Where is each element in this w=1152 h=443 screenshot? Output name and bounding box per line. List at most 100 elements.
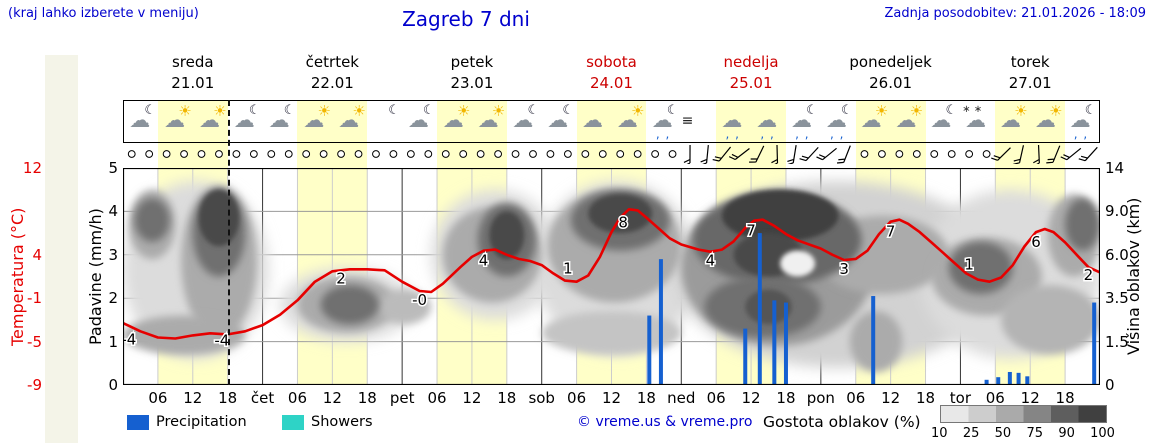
- cloud-density-legend-label: Gostota oblakov (%): [763, 413, 921, 431]
- moon-glyph: ☾: [423, 103, 435, 118]
- wind-calm-icon: [930, 150, 939, 158]
- cloud-glyph: ☁: [512, 108, 534, 132]
- x-axis-tick: 18: [218, 389, 238, 407]
- moon-glyph: ☾: [840, 103, 853, 118]
- cloud-glyph: ☁: [965, 108, 987, 132]
- cloud-axis-tick: 14: [1105, 159, 1125, 177]
- density-scale-tick: 100: [1090, 426, 1115, 441]
- weather-icon-cloud-sun: ☀ ☁: [612, 101, 647, 142]
- sun-glyph: ☀: [491, 102, 506, 120]
- page-title: Zagreb 7 dni: [402, 7, 530, 31]
- weather-icon-cloud-moon: ☾ ☁: [925, 101, 960, 142]
- cloud-axis-tick: 3.5: [1105, 289, 1129, 308]
- weather-icon-cloud-moon-rain: ☾ ☁, ,: [646, 101, 681, 142]
- x-axis-tick: 06: [427, 389, 447, 407]
- wind-calm-icon: [546, 150, 555, 158]
- wind-barb-icon: [1012, 145, 1025, 164]
- temperature-value-label: 7: [886, 223, 896, 241]
- cloud-glyph: ☁: [408, 108, 430, 132]
- moon-glyph: ☾: [666, 103, 679, 118]
- x-axis-tick: 18: [776, 389, 796, 407]
- sun-glyph: ☀: [317, 102, 331, 120]
- weather-icon-cloud-sun: ☀ ☁: [995, 101, 1030, 142]
- temperature-axis-title: Temperatura (°C): [8, 207, 27, 346]
- cloud-glyph: ☁: [1000, 108, 1022, 132]
- weather-icon-cloud-moon: ☾ ☁: [403, 101, 438, 142]
- cloud-glyph: ☁: [233, 108, 255, 132]
- moon-glyph: ☾: [527, 103, 540, 118]
- showers-legend-label: Showers: [311, 414, 373, 430]
- weather-icon-cloud-moon-rain: ☾ ☁, ,: [821, 101, 856, 142]
- rain-glyph: , ,: [829, 127, 845, 141]
- moon-glyph: ☾: [388, 103, 400, 118]
- temperature-value-label: 2: [1084, 266, 1094, 284]
- x-axis-tick: 18: [497, 389, 517, 407]
- precipitation-axis-title: Padavine (mm/h): [86, 208, 105, 345]
- day-date: 26.01: [869, 74, 913, 92]
- wind-symbol-row: [127, 144, 1098, 164]
- cloud-glyph: ☁: [756, 108, 778, 132]
- weather-icon-cloud-sun: ☀ ☁: [1030, 101, 1065, 142]
- cloud-glyph: ☁: [582, 108, 604, 132]
- wind-calm-icon: [267, 150, 276, 158]
- cloud-axis-tick: 0: [1105, 376, 1115, 394]
- density-scale-tick: 90: [1058, 426, 1075, 441]
- last-update-text: Zadnja posodobitev: 21.01.2026 - 18:09: [884, 6, 1146, 21]
- x-axis-tick: 12: [183, 389, 203, 407]
- rain-glyph: , ,: [795, 127, 810, 141]
- wind-calm-icon: [965, 150, 974, 158]
- x-axis-day-label: ned: [667, 389, 696, 407]
- weather-icon-row: ☾ ☁ ☀ ☁ ☀ ☁ ☾ ☁ ☾ ☁ ☀ ☁ ☀ ☁ ☾ ☾ ☁ ☀ ☁ ☀ ☁ ☾ ☁ ☾ ☁ ☁ ☀ ☁ ☾ ☁, , ≡ ☁, , ☁,…: [123, 100, 1100, 143]
- wind-calm-icon: [616, 150, 625, 158]
- cloud-glyph: ☁: [1069, 108, 1091, 132]
- wind-calm-icon: [302, 150, 311, 158]
- x-axis-tick: 06: [287, 389, 307, 407]
- wind-calm-icon: [337, 150, 345, 158]
- wind-calm-icon: [232, 150, 241, 158]
- rain-glyph: , ,: [725, 127, 740, 141]
- day-header: torek 27.01: [960, 52, 1100, 94]
- wind-barb-icon: [728, 148, 750, 161]
- credit-link[interactable]: © vreme.us & vreme.pro: [577, 414, 753, 430]
- sun-glyph: ☀: [352, 102, 366, 120]
- meteogram-plot: -4 -4 2 -0 4 1 8 4 7 3 7 1 6 2: [123, 168, 1100, 385]
- precipitation-bars: [647, 233, 1097, 385]
- temp-axis-tick: 12: [22, 159, 42, 177]
- wind-calm-icon: [197, 150, 206, 158]
- cloud-glyph: ☁: [617, 108, 638, 132]
- day-date: 25.01: [729, 74, 773, 92]
- weather-icon-cloud-sun: ☀ ☁: [194, 101, 229, 142]
- density-scale-tick: 25: [962, 426, 980, 441]
- wind-barb-icon: [1046, 145, 1061, 164]
- wind-calm-icon: [145, 150, 154, 158]
- wind-calm-icon: [581, 150, 590, 158]
- moon-glyph: ☾: [248, 103, 261, 118]
- temperature-value-label: 7: [746, 222, 756, 240]
- weather-icon-cloud-sun: ☀ ☁: [890, 101, 925, 142]
- wind-barb-icon: [771, 144, 779, 164]
- temperature-value-label: 6: [1031, 233, 1041, 251]
- x-axis-tick: 12: [1020, 389, 1040, 407]
- wind-calm-icon: [912, 150, 921, 158]
- x-axis-tick: 18: [1055, 389, 1075, 407]
- wind-calm-icon: [563, 150, 572, 158]
- x-axis-tick: 06: [706, 389, 726, 407]
- wind-calm-icon: [127, 150, 136, 158]
- day-header: ponedeljek 26.01: [821, 52, 961, 94]
- cloud-glyph: ☁: [930, 108, 952, 132]
- wind-calm-icon: [459, 150, 468, 158]
- moon-glyph: ☾: [806, 103, 818, 118]
- temperature-value-label: -4: [123, 330, 136, 348]
- wind-barb-icon: [749, 145, 765, 163]
- weather-icon-cloud-moon-rain: ☾ ☁, ,: [1064, 101, 1099, 142]
- day-name: ponedeljek: [849, 53, 932, 71]
- x-axis-tick: 12: [741, 389, 761, 407]
- x-axis-tick: 12: [322, 389, 342, 407]
- weather-icon-cloud-moon: ☾ ☁: [263, 101, 298, 142]
- cloud-axis-tick: 1.5: [1105, 332, 1129, 351]
- rain-glyph: , ,: [760, 127, 775, 141]
- temperature-value-label: -4: [214, 331, 229, 349]
- wind-barb-icon: [700, 144, 709, 164]
- wind-calm-icon: [860, 150, 869, 158]
